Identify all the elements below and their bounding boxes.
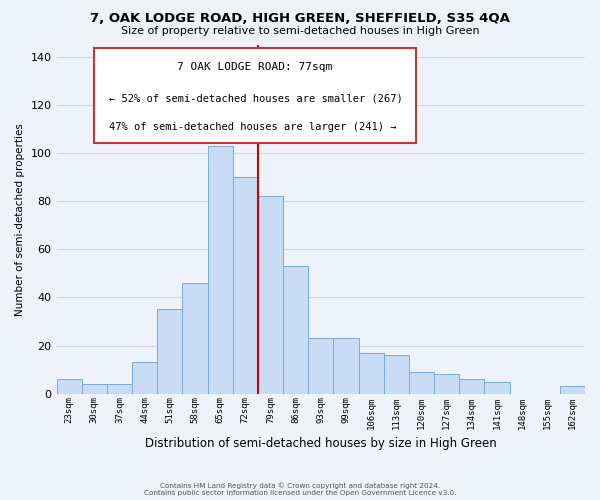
Bar xyxy=(334,338,359,394)
Bar xyxy=(132,362,157,394)
Bar xyxy=(383,355,409,394)
Bar xyxy=(182,283,208,394)
Bar xyxy=(308,338,334,394)
Bar xyxy=(107,384,132,394)
Text: 7 OAK LODGE ROAD: 77sqm: 7 OAK LODGE ROAD: 77sqm xyxy=(177,62,332,72)
Text: Size of property relative to semi-detached houses in High Green: Size of property relative to semi-detach… xyxy=(121,26,479,36)
Bar xyxy=(157,310,182,394)
Bar xyxy=(359,353,383,394)
Text: ← 52% of semi-detached houses are smaller (267): ← 52% of semi-detached houses are smalle… xyxy=(109,94,403,104)
Bar xyxy=(208,146,233,394)
Y-axis label: Number of semi-detached properties: Number of semi-detached properties xyxy=(15,123,25,316)
FancyBboxPatch shape xyxy=(94,48,416,142)
Bar xyxy=(459,379,484,394)
Bar xyxy=(434,374,459,394)
Text: Contains public sector information licensed under the Open Government Licence v3: Contains public sector information licen… xyxy=(144,490,456,496)
Text: 47% of semi-detached houses are larger (241) →: 47% of semi-detached houses are larger (… xyxy=(109,122,397,132)
Text: 7, OAK LODGE ROAD, HIGH GREEN, SHEFFIELD, S35 4QA: 7, OAK LODGE ROAD, HIGH GREEN, SHEFFIELD… xyxy=(90,12,510,26)
Bar xyxy=(258,196,283,394)
Bar xyxy=(56,379,82,394)
X-axis label: Distribution of semi-detached houses by size in High Green: Distribution of semi-detached houses by … xyxy=(145,437,497,450)
Bar xyxy=(409,372,434,394)
Bar xyxy=(560,386,585,394)
Bar xyxy=(233,177,258,394)
Bar xyxy=(283,266,308,394)
Bar xyxy=(82,384,107,394)
Text: Contains HM Land Registry data © Crown copyright and database right 2024.: Contains HM Land Registry data © Crown c… xyxy=(160,482,440,489)
Bar xyxy=(484,382,509,394)
